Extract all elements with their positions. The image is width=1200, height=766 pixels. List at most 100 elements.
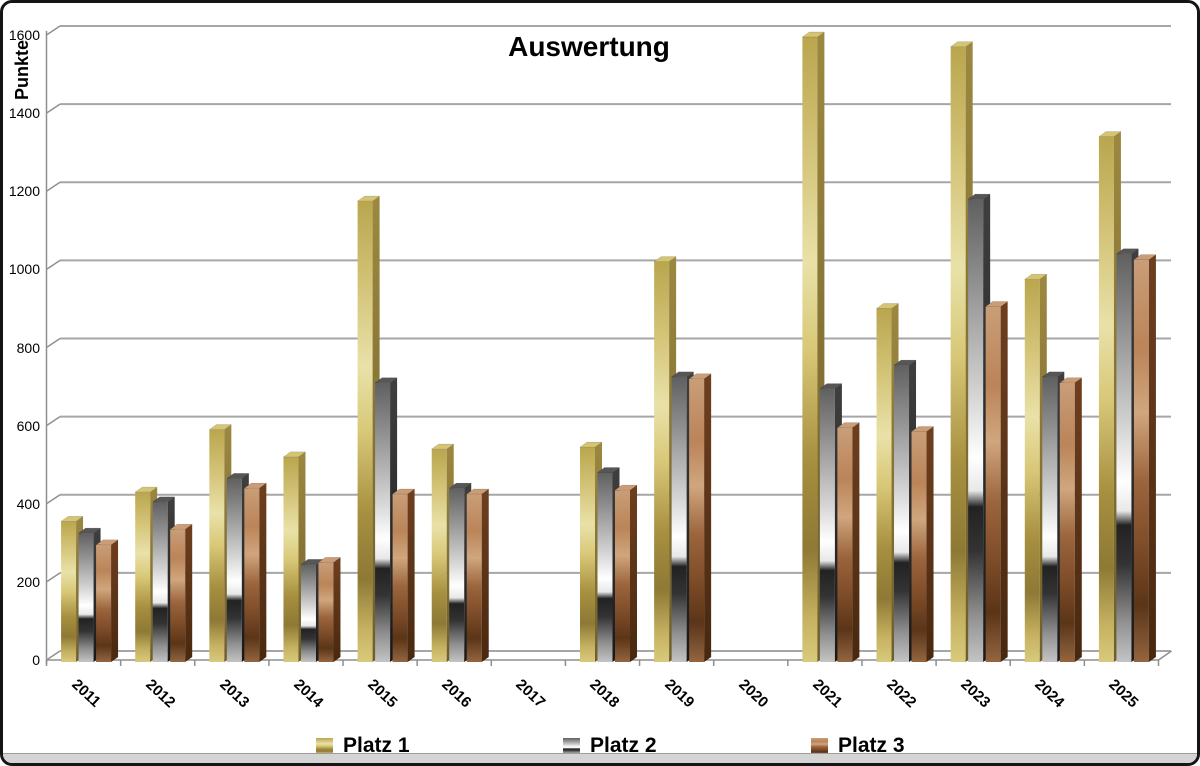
chart-title: Auswertung [508, 31, 670, 62]
gridline-connector-600 [46, 416, 61, 427]
bar-2025-platz-1-front [1098, 136, 1114, 662]
gridline-connector-1600 [46, 25, 61, 36]
bar-2025-platz-3-side [1148, 254, 1156, 662]
bar-2013-platz-2-top [226, 473, 250, 479]
bar-2011-platz-1-front [61, 521, 77, 662]
gridline-connector-800 [46, 337, 61, 349]
legend-item-platz-3: Platz 3 [811, 734, 905, 758]
bar-2021-platz-2-top [819, 383, 843, 389]
y-axis-tick-label-400: 400 [16, 495, 40, 512]
y-axis-title: Punkte [12, 39, 32, 100]
bar-2023-platz-2-front [968, 199, 984, 662]
bar-2019-platz-3-front [689, 378, 705, 662]
bar-2021-platz-1-top [801, 31, 826, 38]
bar-2024-platz-3-side [1074, 377, 1082, 662]
legend-label-platz-2: Platz 2 [590, 734, 657, 757]
bar-2024-platz-3-front [1059, 382, 1075, 662]
bar-2013-platz-3-top [243, 482, 268, 489]
bar-2013-platz-3-side [259, 483, 267, 662]
bar-2023-platz-1-front [950, 46, 966, 662]
bar-2022-platz-1-front [876, 308, 892, 662]
bar-2014-platz-3-side [333, 557, 341, 662]
y-axis-tick-label-1400: 1400 [8, 105, 40, 122]
legend-label-platz-3: Platz 3 [838, 734, 905, 757]
bar-2011-platz-1-top [60, 516, 84, 522]
bar-2011-platz-2-front [78, 533, 94, 662]
bar-2012-platz-2-top [151, 496, 176, 503]
gridline-connector-400 [46, 494, 61, 505]
legend-item-platz-2: Platz 2 [563, 734, 657, 758]
y-axis-tick-label-1000: 1000 [8, 261, 40, 278]
bar-2015-platz-2-top [374, 377, 398, 383]
bar-2013-platz-1-front [209, 429, 225, 662]
bar-2011-platz-3-side [111, 539, 119, 662]
bar-2012-platz-1-front [135, 492, 151, 662]
bar-2023-platz-1-top [949, 41, 974, 48]
bar-2018-platz-1-front [579, 447, 595, 662]
bar-2012-platz-1-top [134, 486, 158, 493]
bar-2022-platz-3-top [910, 426, 935, 432]
bar-2025-platz-2-top [1115, 248, 1140, 255]
bar-2021-platz-3-side [852, 422, 860, 662]
bottom-gray-strip [3, 753, 1197, 763]
legend-label-platz-1: Platz 1 [343, 734, 410, 757]
bar-2016-platz-2-front [449, 488, 465, 662]
bar-2018-platz-3-top [614, 484, 638, 491]
bar-2016-platz-3-side [481, 489, 489, 662]
bar-2019-platz-3-top [688, 373, 712, 380]
bar-2016-platz-1-front [431, 449, 447, 662]
legend-swatch-platz-2 [563, 738, 580, 754]
bar-2019-platz-3-side [704, 373, 712, 662]
bar-2024-platz-2-top [1041, 371, 1066, 378]
gridline-connector-1000 [46, 259, 61, 270]
bar-2018-platz-3-side [629, 485, 637, 662]
bar-2025-platz-3-top [1133, 254, 1157, 260]
bar-2013-platz-3-front [244, 488, 260, 662]
bar-2019-platz-1-front [654, 261, 670, 662]
bar-2019-platz-2-front [671, 376, 687, 662]
bar-2024-platz-2-front [1042, 376, 1058, 662]
bar-2012-platz-3-side [185, 524, 193, 662]
bar-2011-platz-2-top [77, 527, 102, 534]
bar-2018-platz-2-top [596, 467, 621, 473]
bar-2016-platz-3-top [465, 488, 490, 495]
bar-2022-platz-2-front [894, 365, 910, 662]
bar-2018-platz-2-front [597, 472, 613, 662]
legend-swatch-platz-3 [811, 738, 828, 754]
y-axis-tick-label-1600: 1600 [8, 27, 40, 43]
bar-2012-platz-3-top [169, 523, 193, 530]
bar-2023-platz-2-top [967, 193, 991, 200]
bar-2024-platz-3-top [1059, 377, 1083, 383]
bar-2019-platz-1-top [653, 256, 677, 262]
bar-2011-platz-3-top [95, 539, 119, 546]
bar-2016-platz-2-top [448, 482, 473, 489]
floor-right-corner [1158, 650, 1172, 661]
bar-2021-platz-3-top [836, 422, 861, 428]
bar-2024-platz-1-top [1024, 273, 1048, 280]
bar-2023-platz-3-side [1000, 301, 1008, 662]
gridline-connector-200 [46, 572, 61, 583]
y-axis-tick-label-200: 200 [16, 573, 40, 590]
gridline-connector-0 [46, 650, 61, 661]
bar-2018-platz-3-front [614, 490, 630, 662]
bar-2014-platz-3-front [318, 562, 334, 662]
bar-2025-platz-2-front [1116, 253, 1132, 662]
bar-2014-platz-2-front [300, 564, 316, 662]
legend-swatch-platz-1 [316, 738, 333, 754]
bar-2016-platz-1-top [430, 443, 455, 450]
bar-2013-platz-1-top [208, 424, 233, 430]
bar-2014-platz-3-top [317, 557, 342, 563]
bar-2015-platz-3-top [391, 488, 416, 495]
bar-2015-platz-1-front [357, 201, 373, 662]
bar-2021-platz-3-front [837, 427, 853, 662]
bar-2011-platz-3-front [96, 544, 112, 662]
y-axis-tick-label-0: 0 [32, 652, 40, 668]
bar-2013-platz-2-front [226, 478, 242, 662]
bar-2024-platz-1-front [1024, 279, 1040, 662]
bar-2012-platz-3-front [170, 529, 186, 662]
bar-2018-platz-1-top [579, 441, 603, 448]
chart-plot-area [45, 25, 1172, 666]
bar-2021-platz-2-front [819, 388, 835, 662]
bar-2015-platz-3-side [407, 489, 415, 662]
